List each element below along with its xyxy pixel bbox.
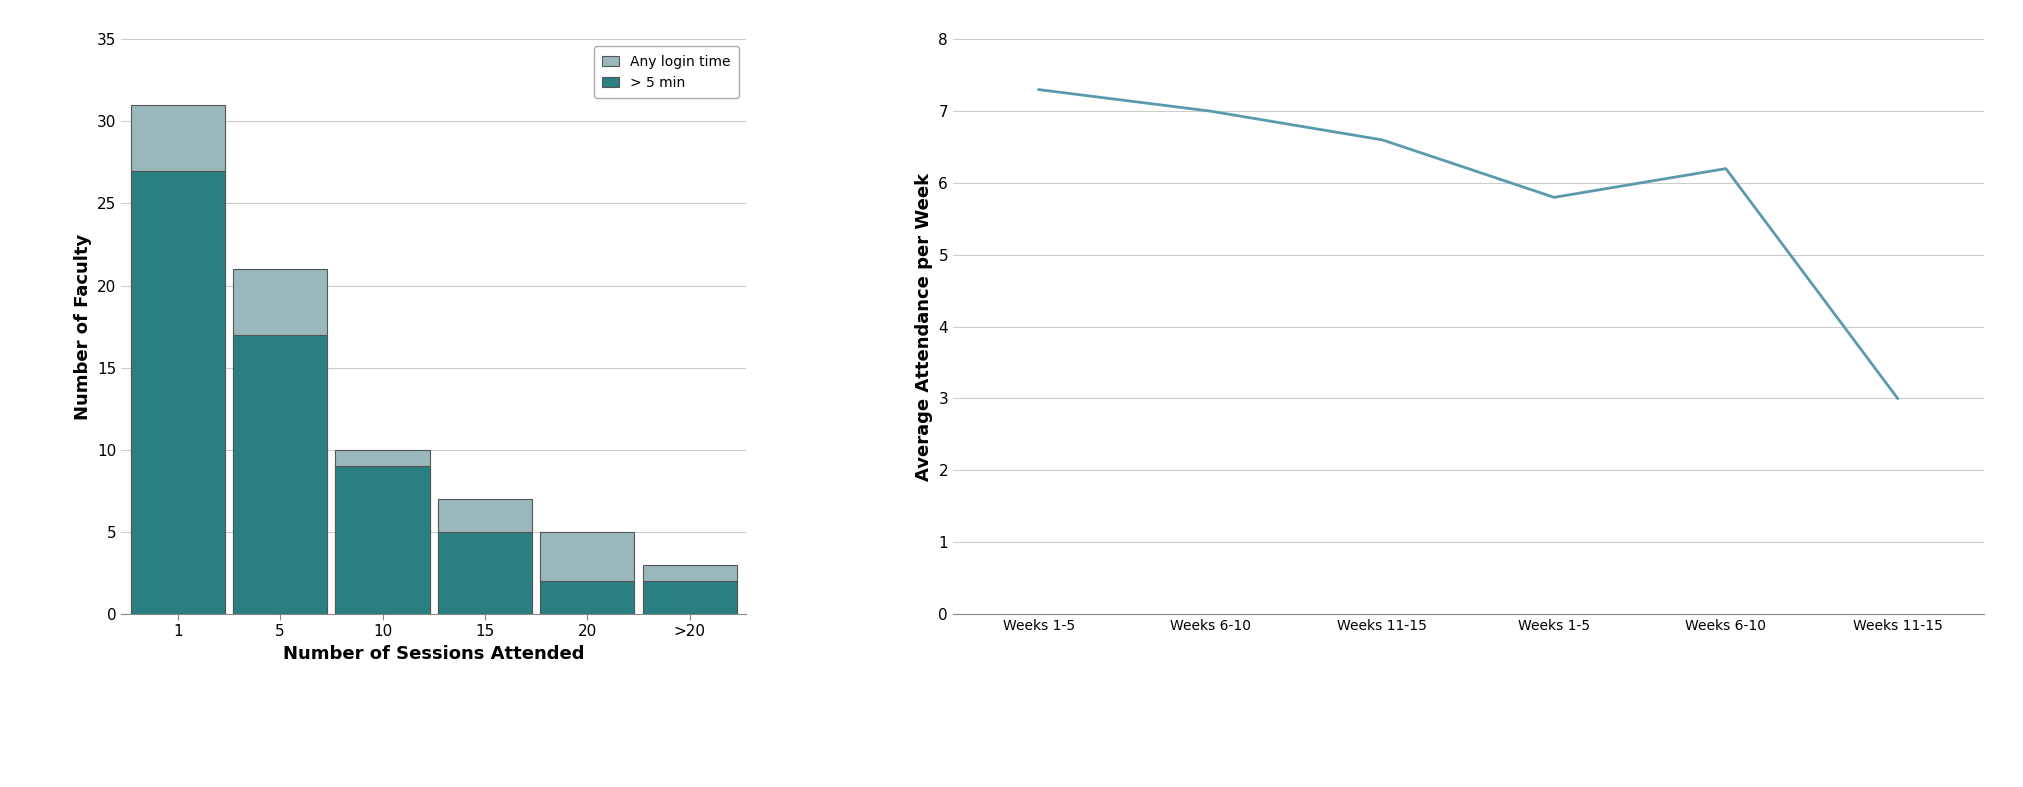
Bar [131,105,225,614]
Legend: Any login time, > 5 min: Any login time, > 5 min [595,46,738,98]
Bar [437,499,532,614]
Bar [437,532,532,614]
Y-axis label: Number of Faculty: Number of Faculty [73,234,91,419]
Bar [336,466,429,614]
Bar [233,269,328,614]
Bar [336,449,429,614]
Y-axis label: Average Attendance per Week: Average Attendance per Week [914,172,933,481]
Bar [233,334,328,614]
Bar [643,581,736,614]
Bar [131,171,225,614]
Bar [643,564,736,614]
Bar [540,581,633,614]
X-axis label: Number of Sessions Attended: Number of Sessions Attended [283,645,585,663]
Bar [540,532,633,614]
